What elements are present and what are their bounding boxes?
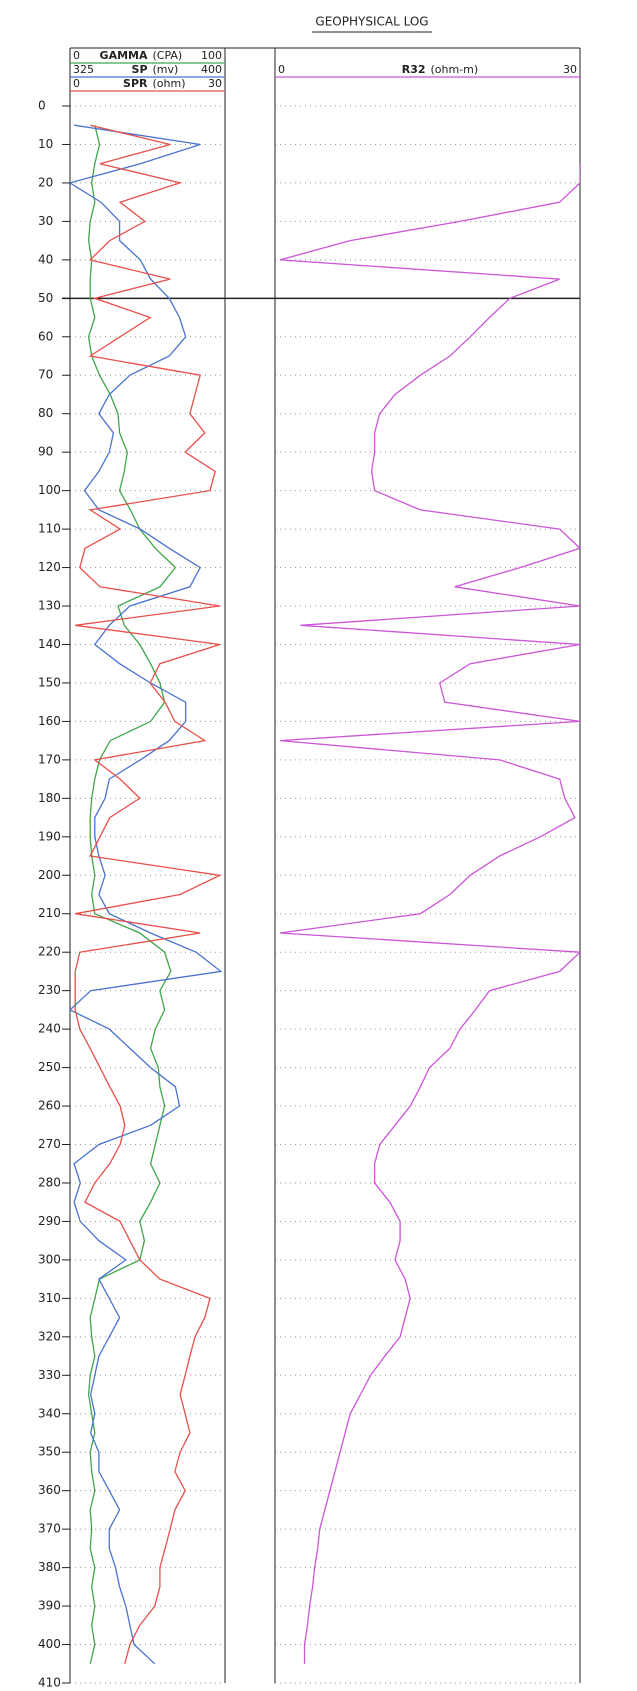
y-tick-label: 140	[38, 637, 61, 651]
legend-label: R32	[402, 63, 426, 76]
y-tick-label: 170	[38, 752, 61, 766]
y-tick-label: 260	[38, 1099, 61, 1113]
y-tick-label: 10	[38, 137, 53, 151]
y-tick-label: 210	[38, 906, 61, 920]
y-tick-label: 330	[38, 1368, 61, 1382]
y-tick-label: 350	[38, 1445, 61, 1459]
y-tick-label: 80	[38, 406, 53, 420]
unit-label: (ohm-m)	[431, 63, 479, 76]
scale-max: 400	[201, 63, 222, 76]
y-tick-label: 20	[38, 175, 53, 189]
y-tick-label: 120	[38, 560, 61, 574]
y-tick-label: 50	[38, 291, 53, 305]
y-tick-label: 110	[38, 522, 61, 536]
scale-min: 0	[278, 63, 285, 76]
chart-title: GEOPHYSICAL LOG	[315, 15, 428, 29]
legend-label: SP	[132, 63, 148, 76]
y-tick-label: 190	[38, 829, 61, 843]
y-tick-label: 130	[38, 599, 61, 613]
scale-min: 0	[73, 77, 80, 90]
legend-label: SPR	[123, 77, 148, 90]
scale-max: 30	[208, 77, 222, 90]
y-tick-label: 200	[38, 868, 61, 882]
y-tick-label: 360	[38, 1483, 61, 1497]
y-tick-label: 390	[38, 1599, 61, 1613]
unit-label: (ohm)	[153, 77, 186, 90]
y-tick-label: 160	[38, 714, 61, 728]
y-tick-label: 300	[38, 1252, 61, 1266]
y-tick-label: 0	[38, 99, 46, 113]
y-tick-label: 380	[38, 1560, 61, 1574]
y-tick-label: 280	[38, 1175, 61, 1189]
y-tick-label: 320	[38, 1329, 61, 1343]
y-tick-label: 340	[38, 1406, 61, 1420]
y-tick-label: 30	[38, 214, 53, 228]
log-curve	[87, 125, 177, 1664]
y-tick-label: 290	[38, 1214, 61, 1228]
y-tick-label: 220	[38, 945, 61, 959]
unit-label: (CPA)	[153, 49, 183, 62]
y-tick-label: 150	[38, 675, 61, 689]
legend-label: GAMMA	[100, 49, 148, 62]
scale-max: 30	[563, 63, 577, 76]
y-tick-label: 230	[38, 983, 61, 997]
scale-max: 100	[201, 49, 222, 62]
y-tick-label: 40	[38, 252, 53, 266]
y-tick-label: 400	[38, 1637, 61, 1651]
y-tick-label: 90	[38, 445, 53, 459]
y-tick-label: 250	[38, 1060, 61, 1074]
scale-min: 0	[73, 49, 80, 62]
y-tick-label: 240	[38, 1022, 61, 1036]
unit-label: (mv)	[153, 63, 179, 76]
log-curve	[279, 163, 580, 1664]
y-tick-label: 60	[38, 329, 53, 343]
log-curve	[74, 124, 222, 1664]
y-tick-label: 410	[38, 1676, 61, 1690]
y-tick-label: 180	[38, 791, 61, 805]
scale-min: 325	[73, 63, 94, 76]
y-tick-label: 70	[38, 368, 53, 382]
y-tick-label: 310	[38, 1291, 61, 1305]
y-tick-label: 370	[38, 1522, 61, 1536]
y-tick-label: 100	[38, 483, 61, 497]
log-curve	[70, 124, 223, 1665]
y-tick-label: 270	[38, 1137, 61, 1151]
